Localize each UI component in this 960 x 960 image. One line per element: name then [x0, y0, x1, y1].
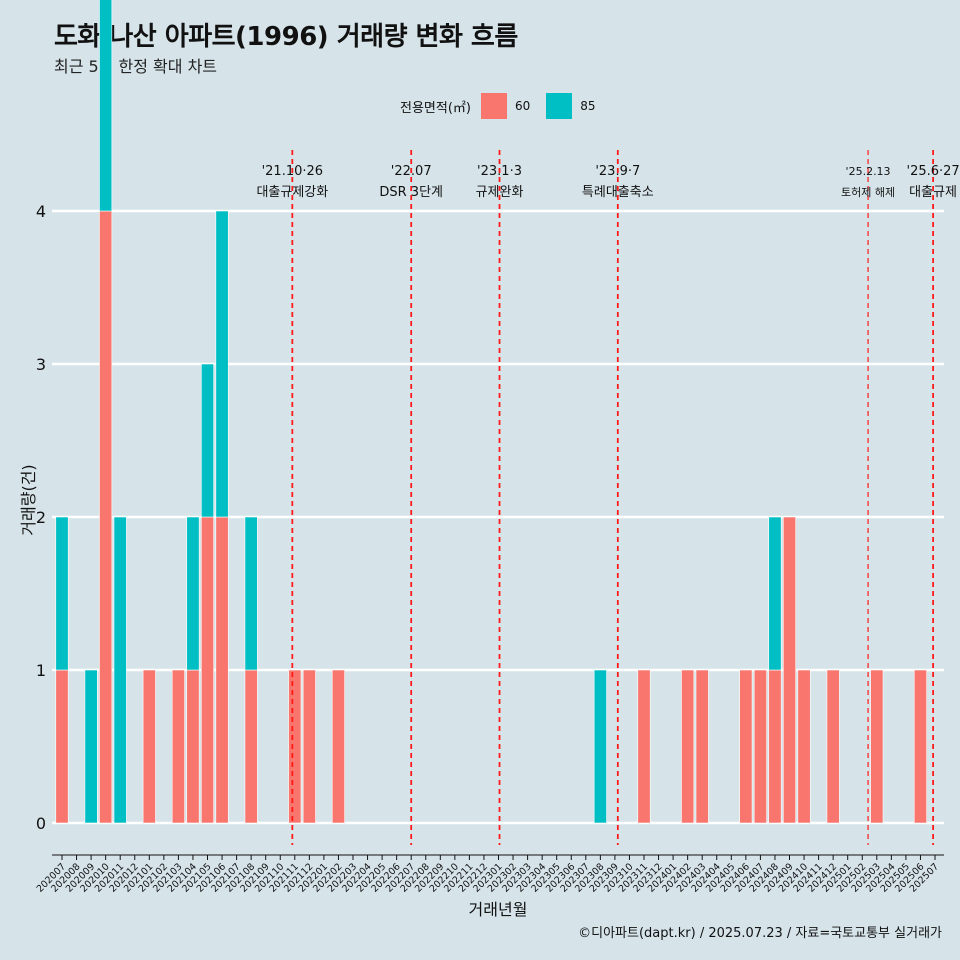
- bar-60-202403: [695, 669, 709, 824]
- bar-60-202007: [55, 669, 69, 824]
- bar-60-202112: [302, 669, 316, 824]
- event-label-2: 규제완화: [476, 185, 524, 200]
- bar-60-202406: [739, 669, 753, 824]
- bar-60-202108: [244, 669, 258, 824]
- event-label-4: 토허제 해제: [841, 185, 895, 199]
- event-date-5: '25.6·27: [907, 164, 960, 179]
- legend-label-85: 85: [580, 99, 596, 113]
- bar-60-202409: [782, 516, 796, 824]
- chart-title: 도화 나산 아파트(1996) 거래량 변화 흐름: [54, 22, 518, 52]
- bar-60-202103: [171, 669, 185, 824]
- bar-60-202105: [201, 516, 215, 824]
- bar-60-202202: [331, 669, 345, 824]
- legend-key-60: [480, 93, 507, 119]
- event-label-5: 대출규제: [909, 185, 957, 200]
- bar-85-202009: [84, 669, 98, 824]
- bar-85-202408: [768, 516, 782, 671]
- bar-85-202106: [215, 210, 229, 518]
- event-label-1: DSR 3단계: [379, 185, 443, 200]
- event-date-4: '25.2.13: [846, 165, 891, 178]
- event-date-2: '23.1·3: [477, 164, 522, 179]
- y-tick-label: 4: [36, 202, 46, 221]
- legend-label-60: 60: [514, 99, 531, 113]
- bar-60-202111: [288, 669, 302, 824]
- bar-60-202410: [797, 669, 811, 824]
- bar-85-202105: [201, 363, 215, 518]
- x-axis-title: 거래년월: [469, 900, 528, 919]
- bar-60-202101: [142, 669, 156, 824]
- bar-85-202007: [55, 516, 69, 671]
- legend-key-85: [546, 93, 573, 119]
- legend-title: 전용면적(㎡): [400, 100, 471, 116]
- event-label-0: 대출규제강화: [256, 185, 328, 200]
- bar-85-202308: [593, 669, 607, 824]
- bar-60-202408: [768, 669, 782, 824]
- y-tick-label: 1: [36, 661, 46, 680]
- bar-60-202104: [186, 669, 200, 824]
- bar-60-202402: [681, 669, 695, 824]
- bar-85-202011: [113, 516, 127, 824]
- legend: 전용면적(㎡) 60 85: [400, 93, 612, 119]
- event-date-1: '22.07: [391, 164, 432, 179]
- bar-85-202010: [99, 0, 113, 212]
- y-tick-label: 2: [36, 508, 46, 527]
- bar-60-202503: [870, 669, 884, 824]
- chart-caption: ©디아파트(dapt.kr) / 2025.07.23 / 자료=국토교통부 실…: [578, 926, 942, 941]
- y-tick-label: 0: [36, 814, 46, 833]
- chart-subtitle: 최근 5년 한정 확대 차트: [54, 57, 218, 76]
- y-axis-title: 거래량(건): [19, 464, 38, 535]
- bar-60-202010: [99, 210, 113, 824]
- event-label-3: 특례대출축소: [582, 185, 654, 200]
- event-date-0: '21.10·26: [262, 164, 323, 179]
- bar-85-202104: [186, 516, 200, 671]
- bar-60-202311: [637, 669, 651, 824]
- bar-60-202407: [753, 669, 767, 824]
- bar-60-202106: [215, 516, 229, 824]
- event-date-3: '23.9·7: [595, 164, 640, 179]
- bar-60-202506: [913, 669, 927, 824]
- bar-60-202412: [826, 669, 840, 824]
- y-tick-label: 3: [36, 355, 46, 374]
- bar-85-202108: [244, 516, 258, 671]
